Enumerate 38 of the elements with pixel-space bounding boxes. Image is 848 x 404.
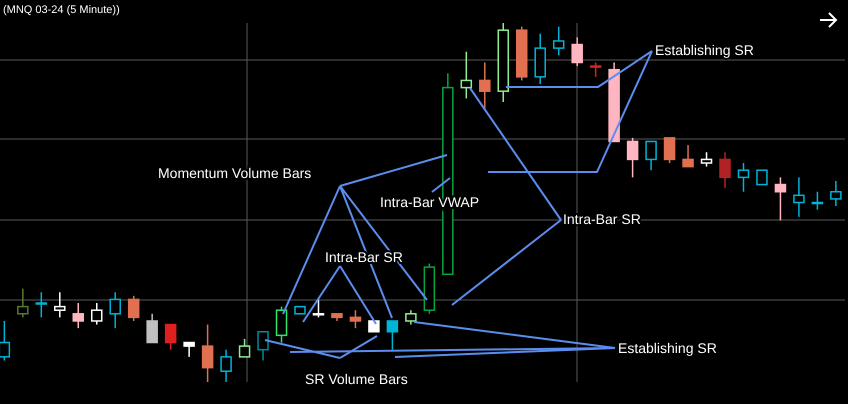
candlestick xyxy=(645,140,657,171)
candlestick xyxy=(183,342,195,358)
candlestick xyxy=(17,288,29,318)
candlestick xyxy=(109,292,121,329)
candlestick xyxy=(460,50,472,100)
candlestick xyxy=(682,144,694,168)
candlestick xyxy=(202,324,214,382)
candlestick xyxy=(90,302,102,326)
candlestick xyxy=(386,320,398,350)
annotation: Establishing SR xyxy=(655,42,754,58)
candlestick xyxy=(774,176,786,222)
candlestick xyxy=(756,169,768,186)
candlestick xyxy=(590,62,602,78)
candlestick xyxy=(664,137,676,164)
candlestick xyxy=(626,137,638,178)
candlestick xyxy=(405,309,417,326)
candlestick xyxy=(552,26,564,56)
candlestick xyxy=(54,292,66,318)
candlestick xyxy=(738,162,750,192)
candlestick xyxy=(571,36,583,67)
candlestick xyxy=(479,62,491,110)
candlestick xyxy=(793,176,805,218)
annotation: SR Volume Bars xyxy=(305,371,408,387)
annotation: Establishing SR xyxy=(618,340,717,356)
candlestick xyxy=(257,330,269,362)
candlestick xyxy=(830,180,842,207)
candlestick xyxy=(220,348,232,382)
annotation: Momentum Volume Bars xyxy=(158,165,312,181)
candlestick xyxy=(72,302,84,329)
candlestick xyxy=(146,313,158,344)
candlestick xyxy=(700,151,712,168)
candlestick xyxy=(36,292,48,318)
candlestick xyxy=(238,338,250,358)
chart-title: (MNQ 03-24 (5 Minute)) xyxy=(3,4,120,16)
candlestick xyxy=(812,190,824,210)
candlestick xyxy=(164,324,176,350)
candlestick xyxy=(719,151,731,189)
annotation: Intra-Bar SR xyxy=(563,211,641,227)
